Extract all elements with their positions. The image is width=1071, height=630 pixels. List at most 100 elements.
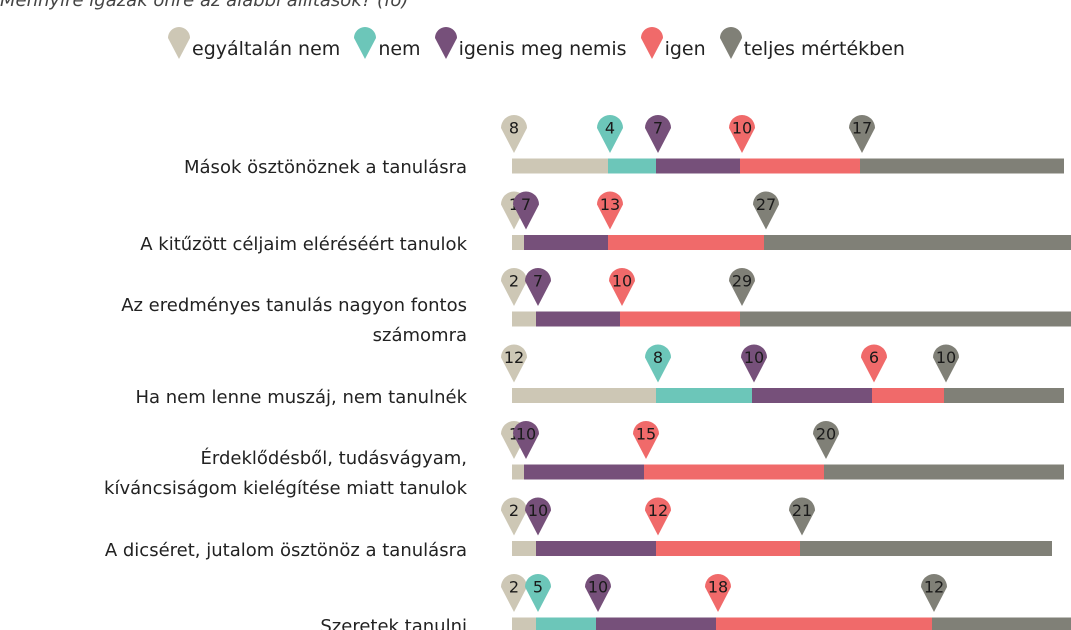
legend-icon (354, 27, 377, 59)
bar-segment (716, 617, 932, 630)
bar-segment (824, 464, 1064, 480)
bar-segment (596, 617, 716, 630)
value-label: 18 (708, 578, 728, 597)
bar-segment (524, 464, 644, 480)
pin (861, 344, 888, 383)
legend-item: igenis meg nemis (433, 26, 627, 60)
pin (921, 574, 947, 612)
bar-segment (740, 158, 860, 174)
pin (705, 574, 731, 612)
value-label: 12 (648, 501, 668, 520)
bar-segment (536, 541, 656, 556)
value-label: 8 (509, 119, 519, 138)
legend-item: igen (639, 26, 706, 60)
value-label: 2 (509, 272, 519, 291)
legend-label: igenis meg nemis (458, 38, 627, 60)
value-label: 15 (636, 425, 656, 444)
pin (525, 574, 551, 612)
legend-pin (434, 27, 457, 59)
category-label: Szeretek tanulni (320, 616, 467, 630)
legend-label: igen (664, 38, 706, 60)
bar-segment (512, 541, 536, 556)
pin (729, 115, 755, 153)
value-label: 10 (744, 348, 764, 367)
pin (501, 344, 527, 383)
pin (597, 191, 623, 230)
pin (849, 115, 875, 153)
pin (501, 268, 527, 306)
pin (789, 497, 815, 536)
legend-pin (640, 27, 663, 59)
legend-icon (719, 27, 742, 59)
bar-segment (872, 388, 944, 403)
pin (513, 191, 539, 230)
value-label: 6 (869, 348, 879, 367)
bar-segment (860, 158, 1064, 174)
category-label: A dicséret, jutalom ösztönöz a tanulásra (104, 539, 467, 561)
pin (501, 115, 527, 153)
value-label: 2 (509, 501, 519, 520)
value-label: 29 (732, 272, 752, 291)
legend-icon (168, 27, 191, 59)
legend: egyáltalán nem nem igenis meg nemis igen tel… (0, 26, 1071, 60)
bar-segment (800, 541, 1052, 556)
legend-item: egyáltalán nem (166, 26, 340, 60)
bar-segment (656, 158, 740, 174)
legend-label: nem (378, 38, 421, 60)
value-label: 7 (533, 272, 543, 291)
value-label: 13 (600, 195, 620, 214)
pin (609, 268, 635, 306)
bar-segment (764, 235, 1071, 250)
bar-segment (608, 235, 764, 250)
value-label: 20 (816, 425, 836, 444)
bar-segment (644, 464, 824, 480)
pin (645, 115, 671, 153)
bar-segment (524, 235, 608, 250)
value-label: 10 (612, 272, 632, 291)
value-label: 10 (528, 501, 548, 520)
legend-label: teljes mértékben (743, 38, 905, 60)
value-label: 27 (756, 195, 776, 214)
value-label: 5 (533, 578, 543, 597)
pin (597, 115, 623, 153)
bar-segment (740, 311, 1071, 327)
bar-segment (932, 617, 1071, 630)
pin (525, 268, 551, 306)
pin (525, 497, 551, 536)
pin (501, 574, 527, 612)
bar-segment (512, 311, 536, 327)
bar-segment (512, 617, 536, 630)
pin (933, 344, 959, 383)
category-label: Érdeklődésből, tudásvágyam, kíváncsiságo… (104, 448, 467, 499)
pin (513, 421, 539, 459)
value-label: 10 (732, 119, 752, 138)
bar-segment (536, 617, 596, 630)
value-label: 7 (653, 119, 663, 138)
bar-segment (752, 388, 872, 403)
value-label: 12 (924, 578, 944, 597)
value-label: 10 (516, 425, 536, 444)
pin (645, 344, 671, 383)
bar-segment (944, 388, 1064, 403)
legend-label: egyáltalán nem (192, 38, 341, 60)
legend-icon (640, 27, 663, 59)
pin (753, 191, 779, 230)
value-label: 4 (605, 119, 615, 138)
bar-segment (512, 464, 524, 480)
bar-segment (608, 158, 656, 174)
pin (585, 574, 611, 612)
pin (741, 344, 767, 383)
category-label: Az eredményes tanulás nagyon fontos szám… (121, 295, 467, 346)
legend-pin (354, 27, 377, 59)
value-label: 7 (521, 195, 531, 214)
bar-segment (512, 388, 656, 403)
category-label: Mások ösztönöznek a tanulásra (184, 157, 467, 178)
bar-segment (512, 235, 524, 250)
legend-item: nem (352, 26, 421, 60)
pin (501, 497, 527, 536)
value-label: 21 (792, 501, 812, 520)
pin (633, 421, 659, 459)
category-label: Ha nem lenne muszáj, nem tanulnék (135, 386, 467, 408)
